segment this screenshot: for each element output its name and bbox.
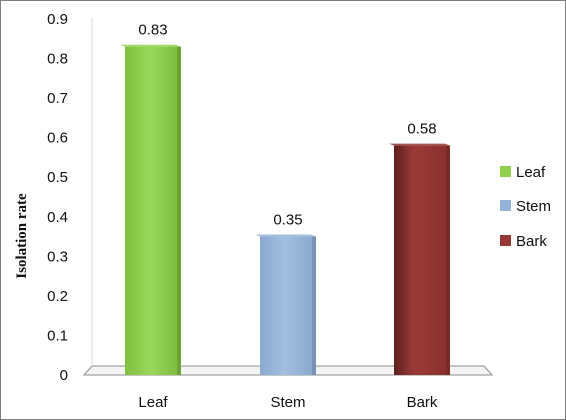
bar-stem	[255, 234, 316, 375]
bar-top-face	[389, 143, 450, 146]
y-tick-label: 0.6	[47, 130, 68, 147]
y-tick-label: 0.2	[47, 288, 68, 305]
legend-item-leaf: Leaf	[500, 164, 546, 181]
legend-label: Bark	[516, 233, 547, 250]
x-tick-label: Leaf	[138, 394, 168, 411]
y-tick-label: 0.1	[47, 327, 68, 344]
bar-body	[260, 236, 316, 375]
bar-body	[394, 145, 450, 375]
x-tick-label: Stem	[270, 394, 305, 411]
y-tick-label: 0.5	[47, 169, 68, 186]
bar-leaf	[120, 44, 181, 375]
bars	[120, 44, 450, 375]
bar-side-shade	[177, 46, 181, 375]
y-tick-label: 0.8	[47, 51, 68, 68]
bar-body	[125, 46, 181, 375]
data-label: 0.35	[273, 212, 302, 229]
bar-bark	[389, 143, 450, 375]
bar-side-shade	[312, 236, 316, 375]
legend-item-bark: Bark	[500, 233, 547, 250]
y-tick-label: 0.9	[47, 11, 68, 28]
y-tick-label: 0.3	[47, 248, 68, 265]
x-axis-ticks: Leaf Stem Bark	[138, 394, 438, 411]
bar-side-shade	[446, 145, 450, 375]
y-tick-label: 0.4	[47, 209, 68, 226]
legend-label: Leaf	[516, 164, 546, 181]
legend-item-stem: Stem	[500, 198, 551, 215]
y-tick-label: 0	[60, 367, 68, 384]
legend-swatch	[500, 166, 511, 177]
y-axis-label: Isolation rate	[14, 193, 30, 279]
data-label: 0.58	[407, 121, 436, 138]
data-label: 0.83	[138, 22, 167, 39]
legend-swatch	[500, 200, 511, 211]
y-axis-ticks: 0 0.1 0.2 0.3 0.4 0.5 0.6 0.7 0.8 0.9	[47, 11, 68, 384]
data-labels: 0.83 0.35 0.58	[138, 22, 436, 229]
legend-swatch	[500, 235, 511, 246]
legend-label: Stem	[516, 198, 551, 215]
bar-top-face	[120, 44, 181, 47]
x-tick-label: Bark	[407, 394, 438, 411]
y-tick-label: 0.7	[47, 90, 68, 107]
bar-top-face	[255, 234, 316, 237]
legend: Leaf Stem Bark	[500, 164, 551, 250]
